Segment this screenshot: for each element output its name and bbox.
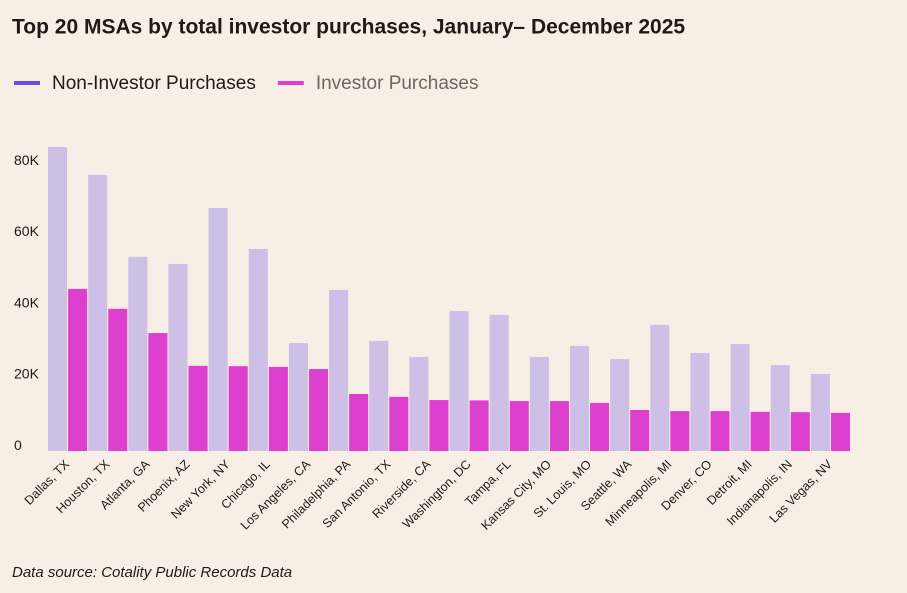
chart-title: Top 20 MSAs by total investor purchases,… [12, 16, 685, 39]
bar [128, 256, 148, 451]
y-tick-label: 60K [14, 223, 40, 239]
bar [68, 288, 88, 451]
bar [790, 412, 810, 451]
bar [590, 402, 610, 451]
bar [690, 353, 710, 451]
bar [329, 289, 349, 451]
bar [148, 333, 168, 451]
bar [389, 396, 409, 451]
bar [509, 401, 529, 451]
y-tick-label: 0 [14, 437, 22, 453]
bar [810, 374, 830, 451]
bar [248, 248, 268, 451]
legend-label: Investor Purchases [316, 73, 479, 94]
bar [469, 400, 489, 451]
bar [208, 207, 228, 451]
bar [650, 324, 670, 451]
bar [409, 356, 429, 451]
bar [288, 343, 308, 451]
bar [349, 393, 369, 451]
bar [48, 147, 68, 451]
bar [228, 366, 248, 451]
bar [168, 263, 188, 451]
bar [610, 359, 630, 451]
bar [108, 308, 128, 451]
bar [188, 365, 208, 451]
bar [308, 369, 329, 451]
bar [429, 400, 449, 451]
y-tick-label: 40K [14, 294, 40, 310]
bar [630, 410, 650, 451]
bar [88, 174, 108, 451]
y-tick-label: 20K [14, 366, 40, 382]
bar [489, 314, 509, 451]
y-tick-label: 80K [14, 152, 40, 168]
bar [369, 340, 389, 451]
bar [710, 411, 730, 451]
bar [529, 356, 549, 451]
bar [670, 411, 690, 451]
legend-label: Non-Investor Purchases [52, 73, 256, 94]
bar [750, 411, 770, 451]
source: Data source: Cotality Public Records Dat… [12, 564, 292, 581]
bar [770, 365, 790, 451]
bar [830, 412, 850, 451]
bar [730, 344, 750, 451]
bar [569, 345, 590, 451]
bar [549, 401, 569, 451]
bar [268, 366, 288, 451]
bar [449, 310, 469, 451]
